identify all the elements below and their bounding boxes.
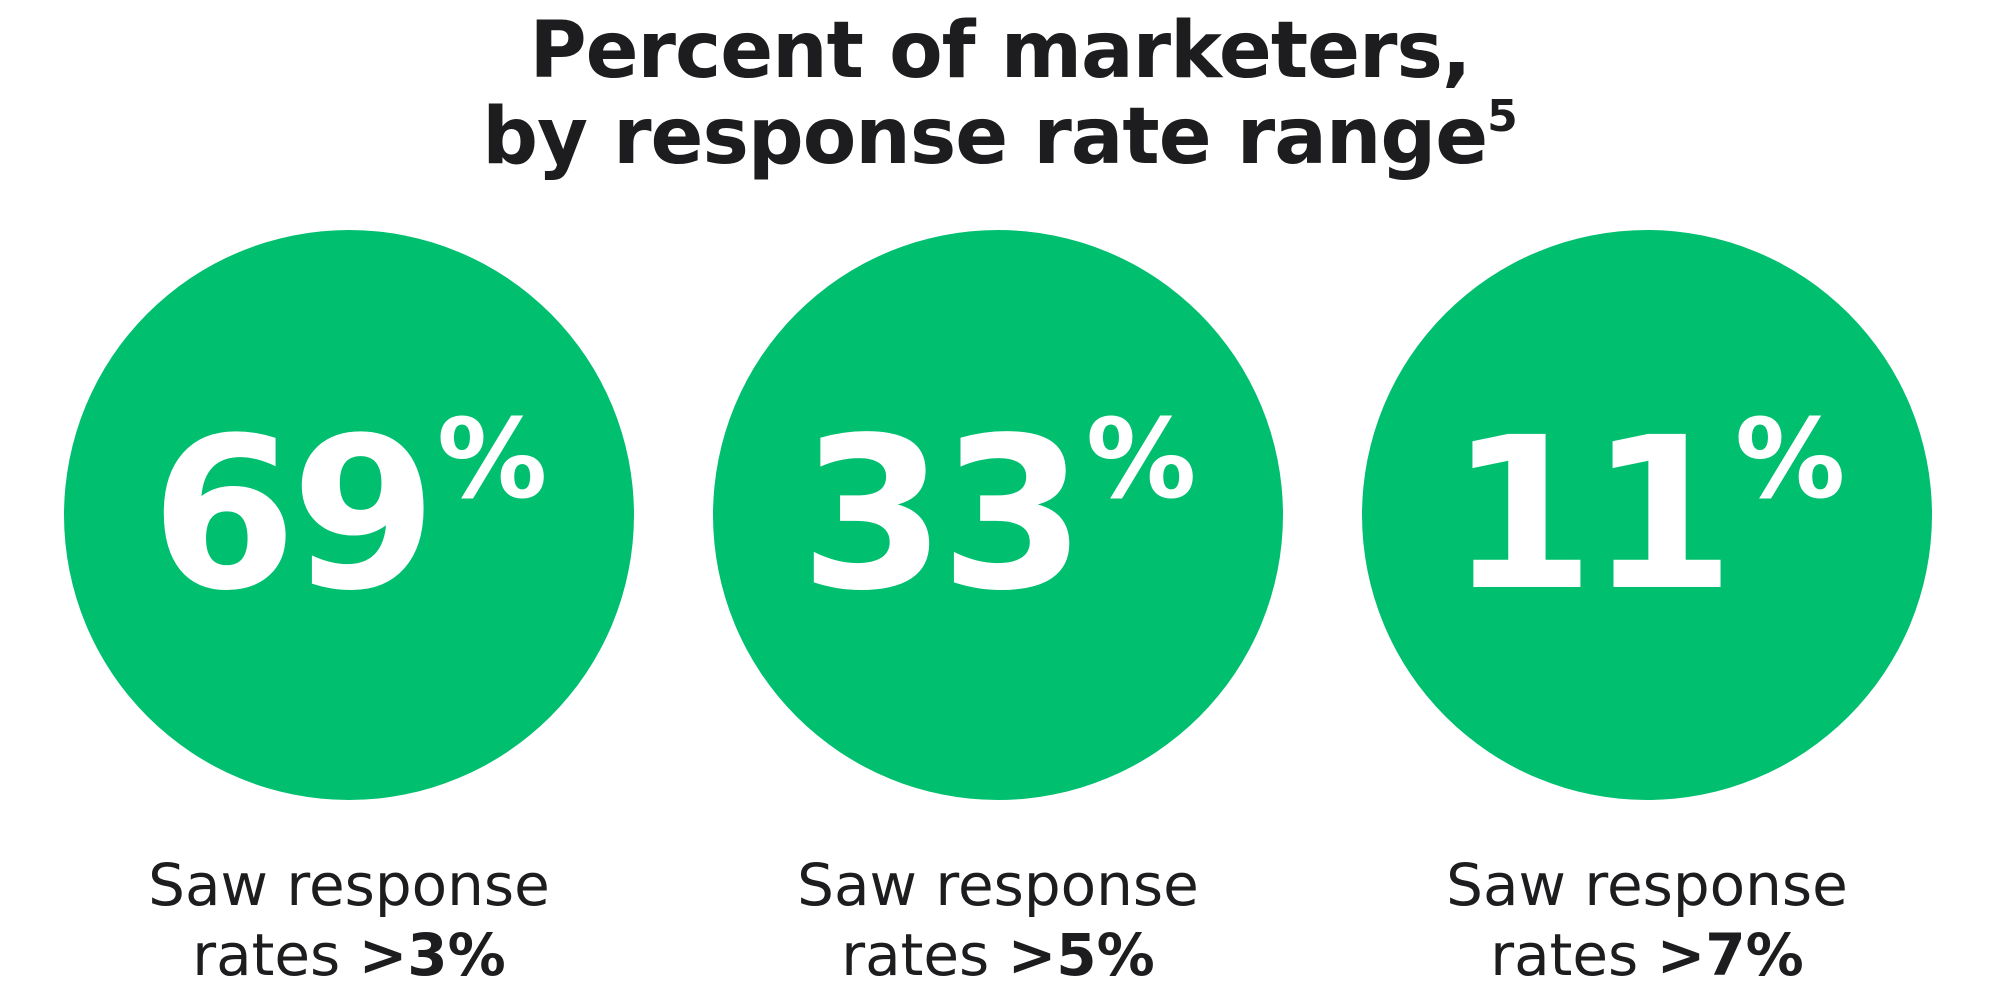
stat-1: 69% Saw response rates >3% [64, 230, 634, 1000]
stat-caption-3-prefix: rates [1490, 921, 1657, 989]
stat-caption-2: Saw response rates >5% [713, 850, 1283, 990]
chart-title-line-2: by response rate range5 [0, 94, 2000, 180]
chart-title: Percent of marketers, by response rate r… [0, 0, 2000, 180]
stat-caption-2-threshold: >5% [1007, 921, 1155, 989]
stat-number-1: 69 [150, 392, 437, 637]
stat-caption-1-threshold: >3% [358, 921, 506, 989]
stat-caption-3: Saw response rates >7% [1362, 850, 1932, 990]
stat-circle-2: 33% [713, 230, 1283, 800]
stat-caption-1: Saw response rates >3% [64, 850, 634, 990]
chart-title-line-2-text: by response rate range [482, 92, 1488, 182]
stat-value-2: 33% [799, 392, 1196, 637]
stat-unit-1: % [437, 395, 548, 523]
stat-value-3: 11% [1448, 392, 1845, 637]
stat-2: 33% Saw response rates >5% [713, 230, 1283, 1000]
stat-number-3: 11 [1448, 392, 1735, 637]
stat-caption-1-line-2: rates >3% [64, 920, 634, 990]
stat-unit-2: % [1086, 395, 1197, 523]
footnote-marker: 5 [1487, 91, 1518, 142]
stat-value-1: 69% [150, 392, 547, 637]
stat-caption-2-prefix: rates [841, 921, 1008, 989]
stat-caption-3-line-1: Saw response [1446, 851, 1848, 919]
stat-circle-1: 69% [64, 230, 634, 800]
stat-caption-2-line-1: Saw response [797, 851, 1199, 919]
stat-circle-3: 11% [1362, 230, 1932, 800]
stat-3: 11% Saw response rates >7% [1362, 230, 1932, 1000]
stat-caption-3-line-2: rates >7% [1362, 920, 1932, 990]
stat-caption-1-line-1: Saw response [148, 851, 550, 919]
stat-caption-1-prefix: rates [192, 921, 359, 989]
stat-number-2: 33 [799, 392, 1086, 637]
chart-title-line-1: Percent of marketers, [529, 6, 1471, 96]
stat-caption-3-threshold: >7% [1656, 921, 1804, 989]
stat-caption-2-line-2: rates >5% [713, 920, 1283, 990]
stat-unit-3: % [1735, 395, 1846, 523]
